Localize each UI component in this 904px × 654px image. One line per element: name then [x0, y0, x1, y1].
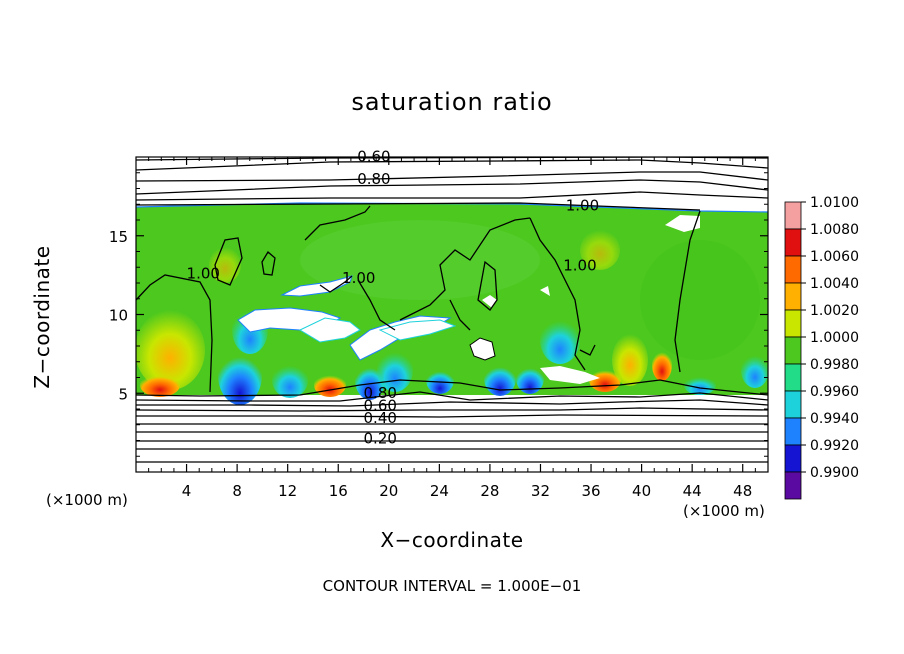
colorbar-segment	[784, 201, 802, 230]
chart-title: saturation ratio	[351, 88, 553, 116]
contour-label: 0.80	[364, 384, 397, 402]
x-tick-label: 12	[278, 482, 297, 500]
x-tick-label: 8	[232, 482, 242, 500]
x-tick-label: 40	[632, 482, 651, 500]
clear-gap	[540, 286, 550, 296]
colorbar-level-label: 1.0000	[810, 330, 859, 346]
colorbar-level-label: 1.0040	[810, 276, 859, 292]
x-tick-label: 16	[329, 482, 348, 500]
y-tick-label: 5	[118, 385, 128, 403]
y-tick-label: 15	[109, 228, 128, 246]
contours-lower	[136, 379, 768, 463]
colorbar-level-label: 1.0060	[810, 249, 859, 265]
x-tick-label: 48	[733, 482, 752, 500]
clear-gap	[540, 366, 600, 384]
x-axis-title: X−coordinate	[380, 528, 524, 552]
heatmap-field	[136, 157, 768, 463]
contour-label: 0.40	[364, 409, 397, 427]
colorbar-segment	[784, 282, 802, 311]
x-tick-label: 4	[182, 482, 192, 500]
colorbar-level-label: 0.9940	[810, 411, 859, 427]
colorbar-level-label: 0.9920	[810, 438, 859, 454]
contour-label: 1.00	[342, 269, 375, 287]
y-axis-title: Z−coordinate	[30, 245, 54, 389]
contours-upper	[136, 157, 768, 211]
colorbar-level-label: 0.9960	[810, 384, 859, 400]
colorbar-segment	[784, 228, 802, 257]
x-tick-group: 4 8 12 16 20 24 28 32 36 40 44 48	[148, 157, 756, 500]
contour-label: 1.00	[187, 264, 220, 282]
x-tick-label: 24	[430, 482, 449, 500]
colorbar-segment	[784, 471, 802, 500]
colorbar-level-label: 1.0020	[810, 303, 859, 319]
colorbar-level-label: 1.0080	[810, 222, 859, 238]
y-tick-label: 10	[109, 307, 128, 325]
contour-label: 0.20	[364, 430, 397, 448]
y-tick-group: 5 10 15	[109, 172, 768, 457]
colorbar-level-label: 0.9980	[810, 357, 859, 373]
contour-label: 0.60	[364, 397, 397, 415]
x-tick-label: 32	[531, 482, 550, 500]
clear-gap	[298, 317, 361, 343]
colorbar-level-label: 0.9900	[810, 465, 859, 481]
contour-label: 0.80	[357, 170, 390, 188]
colorbar-segment	[784, 390, 802, 419]
clear-gap	[665, 215, 700, 232]
colorbar-level-label: 1.0100	[810, 195, 859, 211]
colorbar: 1.0100 1.0080 1.0060 1.0040 1.0020 1.0000 0.99…	[784, 195, 859, 500]
contours-cloud	[136, 205, 701, 393]
clear-gap	[469, 337, 496, 361]
contour-label: 1.00	[563, 256, 596, 274]
z-unit-label: (×1000 m)	[46, 491, 128, 509]
contour-label: 0.60	[357, 148, 390, 166]
clear-gap	[378, 319, 457, 341]
colorbar-segment	[784, 363, 802, 392]
colorbar-segment	[784, 336, 802, 365]
colorbar-segment	[784, 417, 802, 446]
colorbar-segment	[784, 444, 802, 473]
x-unit-label: (×1000 m)	[683, 502, 765, 520]
contour-interval-note: CONTOUR INTERVAL = 1.000E−01	[322, 577, 582, 595]
x-tick-label: 28	[480, 482, 499, 500]
colorbar-segment	[784, 309, 802, 338]
x-tick-label: 36	[581, 482, 600, 500]
x-tick-label: 20	[379, 482, 398, 500]
colorbar-segment	[784, 255, 802, 284]
clear-gap	[280, 275, 353, 297]
x-tick-label: 44	[683, 482, 702, 500]
contour-label-group: 0.600.801.001.00 1.001.000.800.600.400.20	[187, 148, 600, 448]
contour-label: 1.00	[566, 197, 599, 215]
